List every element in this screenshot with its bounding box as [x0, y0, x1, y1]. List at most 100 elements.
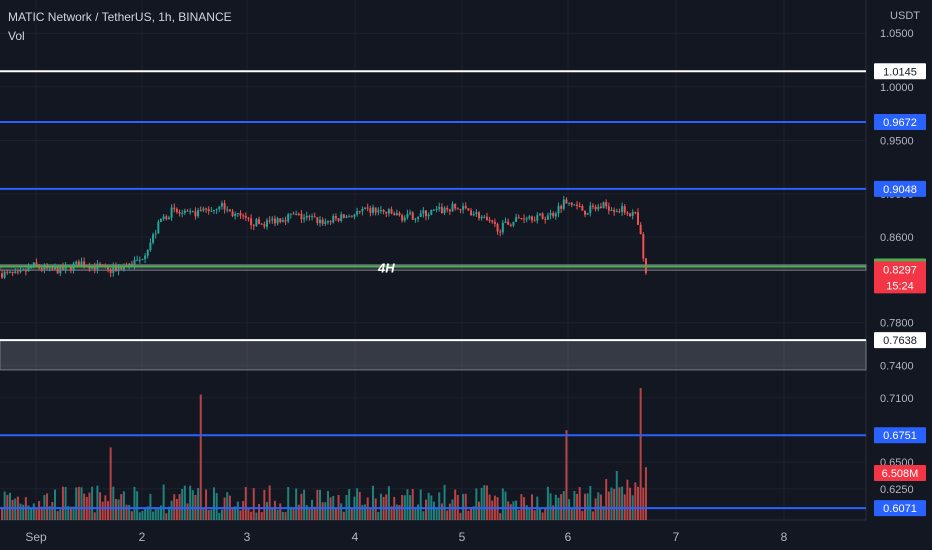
candle[interactable] — [459, 209, 462, 211]
candle[interactable] — [422, 210, 425, 214]
candle[interactable] — [573, 204, 576, 206]
volume-bar[interactable] — [414, 506, 417, 520]
volume-bar[interactable] — [562, 491, 565, 520]
candle[interactable] — [395, 213, 398, 216]
volume-bar[interactable] — [284, 512, 287, 520]
volume-bar[interactable] — [501, 488, 504, 520]
volume-bar[interactable] — [334, 508, 337, 520]
candle[interactable] — [141, 259, 144, 261]
volume-bar[interactable] — [138, 512, 141, 520]
candle[interactable] — [260, 223, 263, 225]
volume-bar[interactable] — [406, 489, 409, 520]
candle[interactable] — [191, 211, 194, 213]
candle[interactable] — [136, 259, 139, 261]
candle[interactable] — [287, 214, 290, 222]
volume-bar[interactable] — [560, 494, 563, 520]
volume-bar[interactable] — [99, 492, 102, 520]
candle[interactable] — [321, 219, 324, 224]
candle[interactable] — [332, 216, 335, 223]
volume-bar[interactable] — [220, 509, 223, 520]
volume-bar[interactable] — [340, 503, 343, 520]
volume-bar[interactable] — [75, 487, 78, 520]
volume-bar[interactable] — [40, 506, 43, 520]
candle[interactable] — [430, 209, 433, 215]
volume-bar[interactable] — [602, 506, 605, 520]
candle[interactable] — [584, 210, 586, 215]
candle[interactable] — [552, 212, 555, 217]
volume-bar[interactable] — [247, 508, 250, 520]
volume-bar[interactable] — [499, 513, 502, 520]
volume-bar[interactable] — [398, 504, 401, 520]
candle[interactable] — [170, 207, 173, 218]
volume-bar[interactable] — [451, 499, 454, 520]
candle[interactable] — [284, 220, 287, 222]
candle[interactable] — [607, 206, 610, 211]
candle[interactable] — [152, 234, 155, 243]
candle[interactable] — [562, 199, 565, 209]
volume-bar[interactable] — [644, 467, 647, 520]
candle[interactable] — [480, 216, 483, 219]
volume-bar[interactable] — [570, 508, 573, 520]
volume-bar[interactable] — [425, 499, 427, 520]
candle[interactable] — [32, 262, 35, 267]
volume-bar[interactable] — [181, 488, 184, 520]
candle[interactable] — [122, 265, 125, 270]
candle[interactable] — [623, 206, 626, 213]
candle[interactable] — [401, 215, 404, 221]
volume-bar[interactable] — [629, 487, 632, 520]
candle[interactable] — [75, 261, 78, 264]
volume-bar[interactable] — [136, 491, 139, 520]
candle[interactable] — [599, 206, 602, 209]
volume-bar[interactable] — [231, 506, 234, 520]
volume-bar[interactable] — [491, 500, 494, 520]
volume-bar[interactable] — [584, 493, 586, 520]
volume-bar[interactable] — [146, 506, 149, 520]
volume-bar[interactable] — [273, 500, 276, 520]
volume-bar[interactable] — [546, 486, 549, 520]
volume-bar[interactable] — [35, 508, 38, 520]
candle[interactable] — [51, 266, 54, 270]
volume-bar[interactable] — [48, 506, 51, 520]
volume-bar[interactable] — [218, 512, 221, 520]
candle[interactable] — [374, 207, 377, 213]
volume-bar[interactable] — [56, 511, 59, 520]
volume-bar[interactable] — [387, 486, 390, 520]
volume-bar[interactable] — [305, 505, 308, 520]
candle[interactable] — [549, 212, 552, 216]
volume-bar[interactable] — [8, 492, 11, 520]
candle[interactable] — [538, 213, 541, 216]
volume-bar[interactable] — [573, 491, 576, 520]
candle[interactable] — [544, 218, 547, 220]
candle[interactable] — [472, 214, 475, 216]
candle[interactable] — [523, 218, 526, 220]
candle[interactable] — [27, 267, 30, 272]
candle[interactable] — [613, 209, 616, 212]
candle[interactable] — [40, 268, 43, 270]
candle[interactable] — [160, 218, 162, 222]
candle[interactable] — [157, 221, 160, 234]
volume-bar[interactable] — [313, 506, 316, 520]
candle[interactable] — [236, 213, 239, 215]
candle[interactable] — [414, 218, 417, 220]
volume-bar[interactable] — [14, 498, 17, 520]
volume-bar[interactable] — [605, 479, 608, 520]
volume-bar[interactable] — [544, 508, 547, 520]
candle[interactable] — [226, 209, 229, 211]
volume-bar[interactable] — [520, 494, 523, 520]
volume-bar[interactable] — [350, 507, 353, 520]
volume-bar[interactable] — [377, 512, 380, 520]
volume-bar[interactable] — [96, 485, 99, 520]
candle[interactable] — [525, 218, 528, 220]
candle[interactable] — [568, 202, 571, 204]
volume-bar[interactable] — [281, 511, 284, 520]
candle[interactable] — [281, 220, 284, 222]
volume-bar[interactable] — [88, 492, 91, 520]
volume-bar[interactable] — [578, 487, 581, 520]
volume-bar[interactable] — [576, 493, 579, 520]
candle[interactable] — [252, 225, 255, 227]
volume-bar[interactable] — [210, 509, 213, 520]
candle[interactable] — [591, 205, 594, 207]
volume-bar[interactable] — [197, 488, 200, 520]
volume-bar[interactable] — [552, 505, 555, 520]
candle[interactable] — [515, 217, 518, 222]
